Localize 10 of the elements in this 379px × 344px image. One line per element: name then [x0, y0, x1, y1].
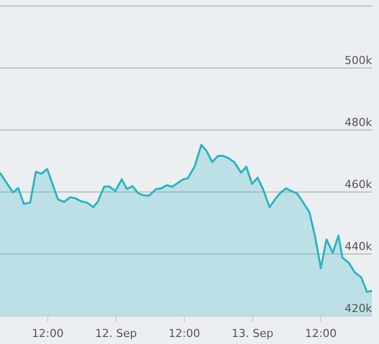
x-tick-label: 12:00	[168, 327, 200, 340]
x-tick-label: 12:00	[304, 327, 337, 340]
x-tick-label: 12:00	[32, 327, 64, 340]
y-tick-label: 480k	[344, 116, 373, 129]
y-tick-label: 420k	[344, 302, 373, 315]
y-tick-label: 460k	[344, 178, 373, 191]
x-tick-label: 12. Sep	[95, 327, 137, 340]
y-tick-label: 500k	[344, 54, 373, 67]
x-tick-label: 13. Sep	[232, 327, 274, 340]
y-tick-label: 440k	[344, 240, 373, 253]
